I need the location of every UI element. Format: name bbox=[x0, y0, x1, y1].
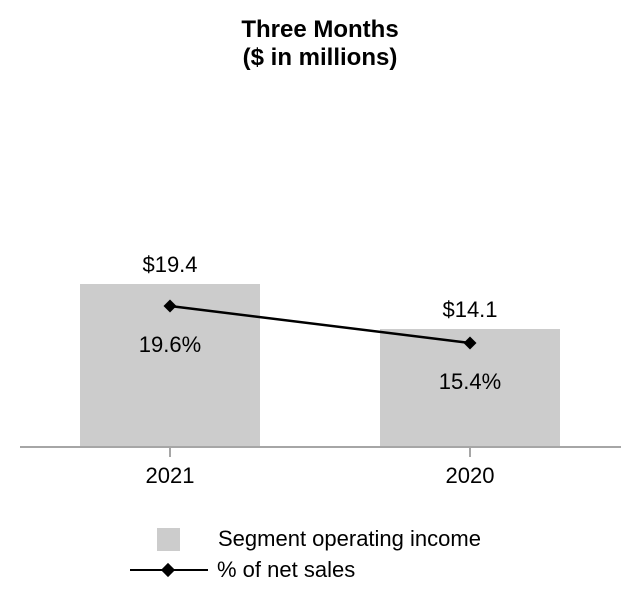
chart-title-line2: ($ in millions) bbox=[242, 44, 398, 71]
bar-segment-operating-income-2021 bbox=[80, 284, 260, 447]
x-axis-label-2020: 2020 bbox=[445, 463, 495, 488]
x-axis-tick-2020 bbox=[469, 447, 471, 457]
x-axis-line bbox=[20, 446, 621, 448]
chart-title-line1: Three Months bbox=[241, 16, 399, 43]
x-axis-tick-2021 bbox=[169, 447, 171, 457]
legend-label-pct-net-sales: % of net sales bbox=[217, 557, 356, 582]
legend-diamond-icon bbox=[160, 562, 176, 578]
line-value-label-2020: 15.4% bbox=[438, 369, 502, 394]
chart-title: Three Months ($ in millions) bbox=[0, 16, 640, 72]
x-axis-label-2021: 2021 bbox=[145, 463, 195, 488]
legend-label-segment-operating-income: Segment operating income bbox=[218, 526, 481, 551]
legend-bar-swatch bbox=[157, 528, 180, 551]
bar-value-label-2021: $19.4 bbox=[142, 252, 198, 277]
bar-value-label-2020: $14.1 bbox=[442, 297, 498, 322]
line-value-label-2021: 19.6% bbox=[138, 332, 202, 357]
